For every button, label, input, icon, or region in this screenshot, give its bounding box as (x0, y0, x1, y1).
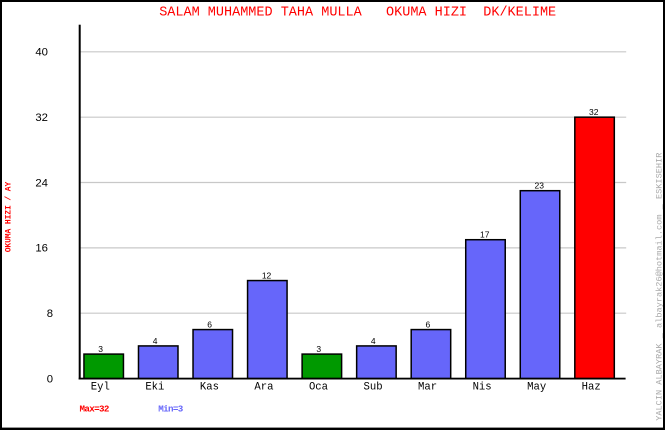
svg-text:32: 32 (35, 112, 48, 124)
svg-text:Haz: Haz (582, 382, 601, 394)
svg-text:40: 40 (35, 47, 48, 59)
svg-text:3: 3 (316, 344, 321, 354)
svg-text:32: 32 (589, 107, 599, 117)
svg-text:17: 17 (480, 230, 490, 240)
svg-text:YALCIN ALBAYRAK _ albayrak26@h: YALCIN ALBAYRAK _ albayrak26@hotmail.com… (654, 153, 664, 421)
svg-text:4: 4 (371, 336, 376, 346)
svg-text:4: 4 (153, 336, 158, 346)
svg-text:Max=32: Max=32 (80, 403, 109, 414)
svg-text:3: 3 (98, 344, 103, 354)
svg-text:16: 16 (35, 243, 48, 255)
svg-text:12: 12 (262, 271, 272, 281)
svg-text:May: May (527, 382, 546, 394)
svg-text:6: 6 (425, 320, 430, 330)
svg-text:SALAM MUHAMMED TAHA MULLA OK: SALAM MUHAMMED TAHA MULLA OKUMA HIZI DK/… (159, 6, 556, 21)
svg-text:Eki: Eki (145, 382, 164, 394)
svg-text:Oca: Oca (309, 382, 328, 394)
svg-text:23: 23 (535, 181, 545, 191)
svg-text:OKUMA HIZI / AY: OKUMA HIZI / AY (5, 181, 14, 252)
svg-text:0: 0 (47, 373, 53, 385)
svg-text:Mar: Mar (418, 382, 437, 394)
svg-text:Nis: Nis (473, 382, 492, 394)
svg-text:Sub: Sub (364, 382, 383, 394)
svg-text:8: 8 (47, 308, 53, 320)
svg-text:Min=3: Min=3 (158, 403, 183, 414)
svg-text:Eyl: Eyl (91, 382, 110, 394)
svg-text:6: 6 (207, 320, 212, 330)
svg-text:Ara: Ara (254, 382, 273, 394)
svg-text:24: 24 (35, 177, 48, 189)
svg-text:Kas: Kas (200, 382, 219, 394)
